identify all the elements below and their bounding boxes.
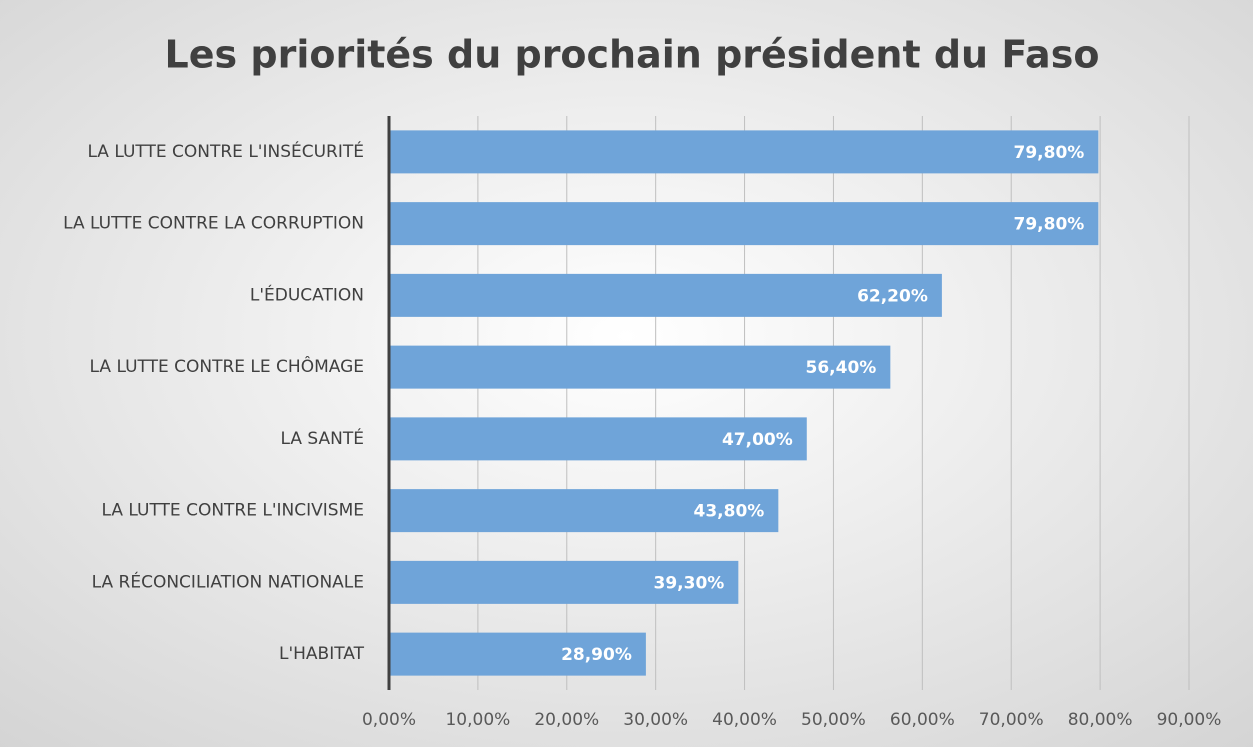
y-tick-label: LA RÉCONCILIATION NATIONALE (92, 570, 364, 592)
x-tick-label: 60,00% (890, 710, 955, 730)
y-tick-label: L'ÉDUCATION (250, 283, 364, 305)
x-tick-label: 10,00% (445, 710, 510, 730)
x-tick-label: 30,00% (623, 710, 688, 730)
y-tick-label: LA LUTTE CONTRE L'INSÉCURITÉ (87, 140, 364, 162)
bar (389, 632, 646, 676)
value-label: 28,90% (561, 645, 632, 665)
bar (389, 273, 942, 317)
y-tick-label: LA LUTTE CONTRE LE CHÔMAGE (90, 355, 364, 377)
x-tick-label: 50,00% (801, 710, 866, 730)
x-tick-label: 90,00% (1157, 710, 1222, 730)
x-tick-label: 70,00% (979, 710, 1044, 730)
value-label: 39,30% (654, 573, 725, 593)
y-tick-label: L'HABITAT (279, 644, 365, 664)
bar (389, 130, 1099, 174)
value-label: 56,40% (806, 358, 877, 378)
x-tick-label: 20,00% (534, 710, 599, 730)
value-label: 79,80% (1014, 143, 1085, 163)
value-label: 43,80% (694, 502, 765, 522)
x-tick-label: 40,00% (712, 710, 777, 730)
value-label: 79,80% (1014, 215, 1085, 235)
y-tick-label: LA SANTÉ (281, 427, 364, 449)
x-tick-label: 80,00% (1068, 710, 1133, 730)
bar (389, 560, 739, 604)
x-tick-label: 0,00% (362, 710, 416, 730)
bar (389, 202, 1099, 246)
y-tick-label: LA LUTTE CONTRE LA CORRUPTION (63, 214, 364, 234)
y-tick-label: LA LUTTE CONTRE L'INCIVISME (102, 501, 365, 521)
bar (389, 417, 807, 461)
value-label: 62,20% (857, 286, 928, 306)
bar (389, 489, 779, 533)
value-label: 47,00% (722, 430, 793, 450)
chart-title: Les priorités du prochain président du F… (165, 33, 1100, 77)
bar (389, 345, 891, 389)
